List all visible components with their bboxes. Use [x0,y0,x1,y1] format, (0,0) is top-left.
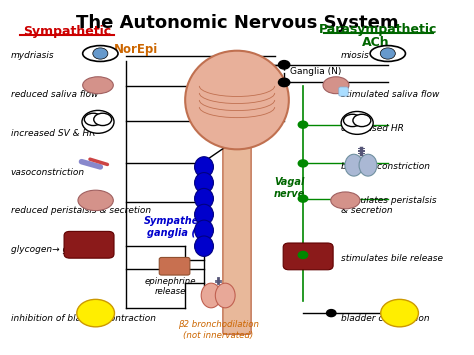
Circle shape [278,61,290,69]
Text: stimulates bile release: stimulates bile release [341,254,443,263]
FancyBboxPatch shape [283,243,333,270]
Ellipse shape [78,190,113,211]
Text: bronchoconstriction: bronchoconstriction [341,163,431,171]
Ellipse shape [84,113,102,126]
Ellipse shape [82,77,113,94]
Text: decreased HR: decreased HR [341,124,403,133]
Ellipse shape [195,157,213,177]
Circle shape [93,48,108,59]
Ellipse shape [353,114,371,127]
Ellipse shape [344,114,361,127]
Text: increased SV & HR: increased SV & HR [11,129,95,138]
Text: stimulates peristalsis
& secretion: stimulates peristalsis & secretion [341,196,436,215]
Ellipse shape [82,45,118,61]
Ellipse shape [82,110,114,133]
Circle shape [327,310,336,317]
Text: Vagal
nerve: Vagal nerve [274,177,305,199]
Ellipse shape [195,173,213,193]
Text: β2 bronchodilation
(not innervated): β2 bronchodilation (not innervated) [178,320,259,339]
Text: miosis: miosis [341,51,369,60]
FancyBboxPatch shape [159,257,190,275]
Circle shape [298,121,308,128]
FancyBboxPatch shape [64,231,114,258]
Text: stimulated saliva flow: stimulated saliva flow [341,90,439,99]
Ellipse shape [185,51,289,149]
Ellipse shape [201,283,221,308]
Ellipse shape [215,283,235,308]
Ellipse shape [341,111,373,134]
Text: Sympathetic: Sympathetic [23,25,111,38]
Text: The Autonomic Nervous System: The Autonomic Nervous System [76,14,398,32]
Text: glycogen→ glucose: glycogen→ glucose [11,245,97,254]
Text: reduced peristalsis & secretion: reduced peristalsis & secretion [11,207,151,215]
Circle shape [298,251,308,258]
FancyBboxPatch shape [339,87,348,96]
Ellipse shape [359,154,377,176]
Ellipse shape [370,45,405,61]
Text: Parasympathetic: Parasympathetic [319,23,438,36]
Ellipse shape [345,154,363,176]
Text: epinephrine
release: epinephrine release [145,277,196,296]
FancyBboxPatch shape [223,141,251,334]
Ellipse shape [195,220,213,241]
Ellipse shape [331,192,360,209]
Ellipse shape [195,204,213,225]
Circle shape [298,160,308,167]
Text: reduced saliva flow: reduced saliva flow [11,90,98,99]
Text: bladder contraction: bladder contraction [341,314,429,323]
Ellipse shape [94,113,112,126]
Text: NorEpi: NorEpi [114,43,158,56]
Text: vasoconstriction: vasoconstriction [11,168,85,177]
Text: ACh: ACh [362,36,390,49]
Circle shape [298,195,308,202]
Text: Sympathetic
ganglia (N): Sympathetic ganglia (N) [144,216,213,237]
Circle shape [278,78,290,87]
Text: mydriasis: mydriasis [11,51,55,60]
Ellipse shape [195,189,213,209]
Circle shape [380,48,395,59]
Ellipse shape [381,299,419,327]
Text: Ganglia (N): Ganglia (N) [290,67,341,76]
Ellipse shape [323,77,349,94]
Ellipse shape [77,299,115,327]
Ellipse shape [195,236,213,256]
Text: inhibition of bladder contraction: inhibition of bladder contraction [11,314,156,323]
